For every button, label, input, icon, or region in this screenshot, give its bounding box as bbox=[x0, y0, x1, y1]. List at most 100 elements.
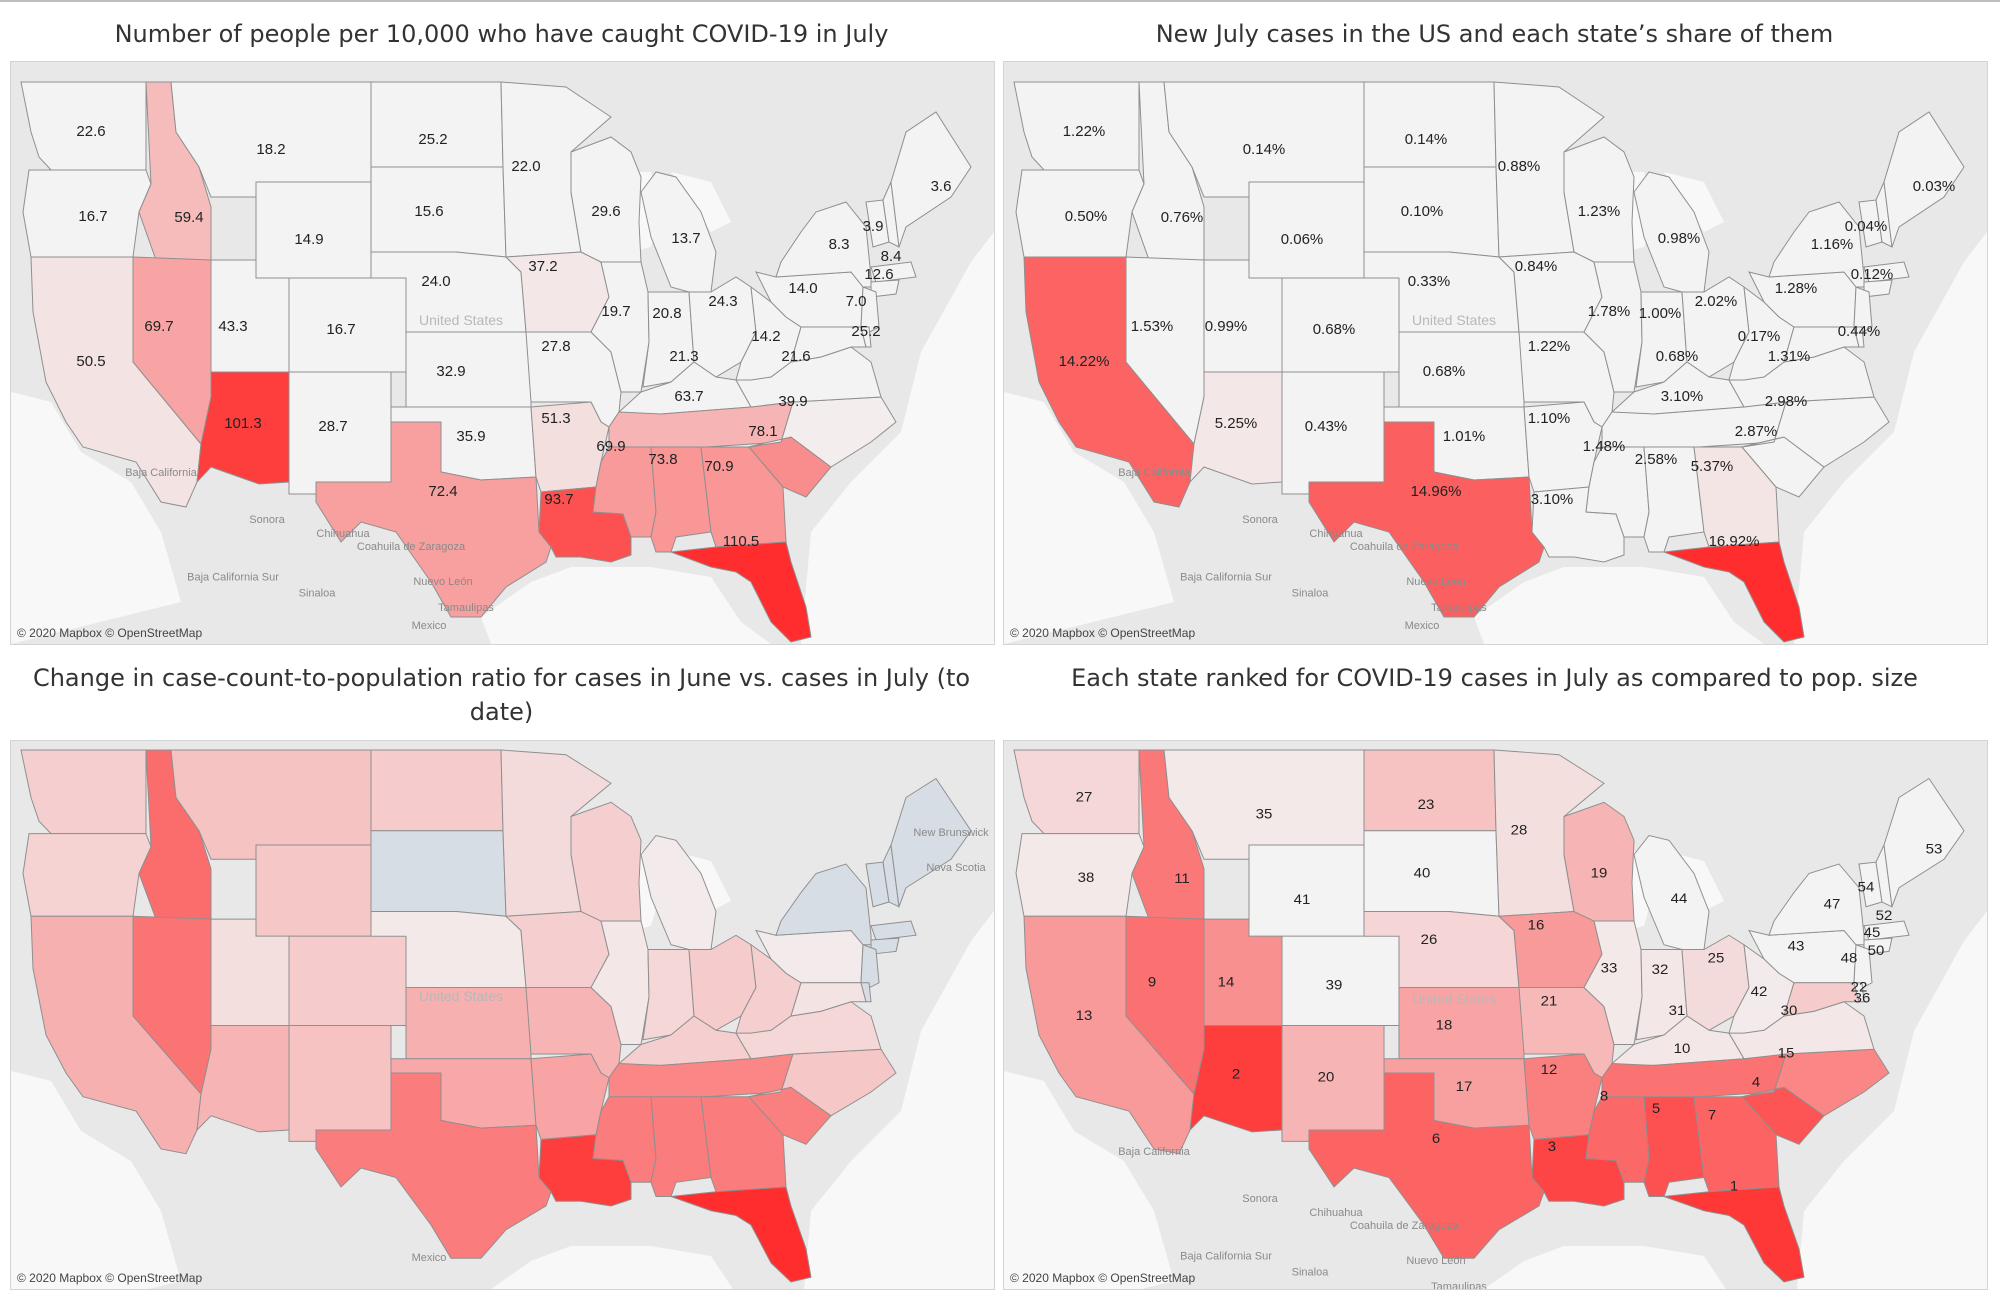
state-nj[interactable] bbox=[1853, 286, 1873, 335]
state-il[interactable] bbox=[1583, 920, 1643, 1045]
state-nd[interactable] bbox=[370, 749, 504, 832]
state-nj[interactable] bbox=[860, 286, 880, 335]
state-me[interactable] bbox=[890, 111, 972, 248]
state-nc[interactable] bbox=[748, 1048, 897, 1117]
map-attribution[interactable]: © 2020 Mapbox © OpenStreetMap bbox=[1010, 626, 1196, 640]
map-attribution[interactable]: © 2020 Mapbox © OpenStreetMap bbox=[17, 626, 203, 640]
place-label: Sinaloa bbox=[1292, 1267, 1330, 1279]
state-il[interactable] bbox=[590, 261, 650, 393]
map-panel-4[interactable]: Baja California Sonora Chihuahua Coahuila d… bbox=[1003, 740, 1988, 1290]
state-value-mt: 18.2 bbox=[256, 141, 285, 158]
state-fl[interactable] bbox=[1663, 1186, 1805, 1283]
state-nc[interactable] bbox=[1741, 1048, 1890, 1117]
state-value-ky: 31 bbox=[1669, 1003, 1686, 1019]
state-tx[interactable] bbox=[1308, 421, 1545, 618]
state-nj[interactable] bbox=[1853, 944, 1873, 991]
state-de[interactable] bbox=[1853, 982, 1865, 1003]
state-tx[interactable] bbox=[315, 421, 552, 618]
state-or[interactable] bbox=[22, 169, 152, 258]
state-de[interactable] bbox=[860, 982, 872, 1003]
state-nc[interactable] bbox=[748, 396, 897, 468]
state-wi[interactable] bbox=[570, 801, 642, 922]
state-value-nv: 1.53% bbox=[1131, 318, 1174, 335]
place-label: Baja California bbox=[1118, 467, 1190, 479]
state-ma[interactable] bbox=[1863, 261, 1910, 283]
state-wi[interactable] bbox=[570, 136, 642, 263]
state-nj[interactable] bbox=[860, 944, 880, 991]
state-value-nd: 0.14% bbox=[1405, 131, 1448, 148]
state-value-oh: 24.3 bbox=[708, 293, 737, 310]
state-sd[interactable] bbox=[370, 830, 507, 917]
state-fl[interactable] bbox=[670, 1186, 812, 1283]
state-value-ne: 26 bbox=[1421, 932, 1438, 948]
map-attribution[interactable]: © 2020 Mapbox © OpenStreetMap bbox=[1010, 1271, 1196, 1285]
state-nd[interactable] bbox=[370, 81, 504, 168]
state-de[interactable] bbox=[860, 326, 872, 348]
state-value-az: 2 bbox=[1232, 1067, 1240, 1083]
state-ma[interactable] bbox=[1863, 920, 1910, 941]
state-value-oh: 2.02% bbox=[1695, 293, 1738, 310]
state-value-wy: 14.9 bbox=[294, 231, 323, 248]
state-ma[interactable] bbox=[870, 261, 917, 283]
state-value-pa: 1.28% bbox=[1775, 280, 1818, 297]
map-panel-2[interactable]: Baja California Sonora Chihuahua Coahuila d… bbox=[1003, 61, 1988, 645]
state-nc[interactable] bbox=[1741, 396, 1890, 468]
state-fl[interactable] bbox=[670, 541, 812, 643]
state-wi[interactable] bbox=[1563, 801, 1635, 922]
state-value-la: 3 bbox=[1548, 1139, 1556, 1155]
state-value-ia: 16 bbox=[1528, 918, 1545, 934]
state-ma[interactable] bbox=[870, 920, 917, 941]
state-sd[interactable] bbox=[1363, 830, 1500, 917]
state-tx[interactable] bbox=[1308, 1072, 1545, 1259]
state-value-ut: 0.99% bbox=[1205, 318, 1248, 335]
state-fl[interactable] bbox=[1663, 541, 1805, 643]
map-canvas-3[interactable]: Mexico United States New Brunswick Nova Sco… bbox=[11, 741, 994, 1289]
state-value-md: 25.2 bbox=[851, 323, 880, 340]
state-tx[interactable] bbox=[315, 1072, 552, 1259]
state-me[interactable] bbox=[1883, 777, 1965, 907]
state-value-nd: 23 bbox=[1418, 797, 1435, 813]
place-label: Coahuila de Zaragoza bbox=[357, 541, 466, 553]
pacific-ocean bbox=[1004, 392, 1174, 644]
state-me[interactable] bbox=[890, 777, 972, 907]
state-value-or: 38 bbox=[1078, 870, 1095, 886]
place-label: United States bbox=[1412, 991, 1496, 1007]
state-ks[interactable] bbox=[405, 331, 532, 408]
state-me[interactable] bbox=[1883, 111, 1965, 248]
place-label: United States bbox=[419, 312, 503, 328]
state-value-mo: 21 bbox=[1541, 994, 1558, 1010]
state-il[interactable] bbox=[1583, 261, 1643, 393]
state-ny[interactable] bbox=[1768, 863, 1865, 946]
state-value-ar: 1.10% bbox=[1528, 410, 1571, 427]
state-value-ne: 0.33% bbox=[1408, 273, 1451, 290]
state-value-ny: 8.3 bbox=[829, 236, 850, 253]
map-attribution[interactable]: © 2020 Mapbox © OpenStreetMap bbox=[17, 1271, 203, 1285]
state-value-ny: 47 bbox=[1824, 897, 1841, 913]
state-or[interactable] bbox=[1015, 169, 1145, 258]
state-nd[interactable] bbox=[1363, 749, 1497, 832]
state-nm[interactable] bbox=[288, 1025, 392, 1142]
state-or[interactable] bbox=[22, 833, 152, 917]
state-de[interactable] bbox=[1853, 326, 1865, 348]
state-il[interactable] bbox=[590, 920, 650, 1045]
state-wy[interactable] bbox=[255, 844, 372, 937]
state-ny[interactable] bbox=[775, 201, 872, 288]
state-value-ga: 5.37% bbox=[1691, 458, 1734, 475]
state-nd[interactable] bbox=[1363, 81, 1497, 168]
state-az[interactable] bbox=[196, 1025, 290, 1133]
state-wi[interactable] bbox=[1563, 136, 1635, 263]
state-wy[interactable] bbox=[1248, 844, 1365, 937]
state-value-ca: 14.22% bbox=[1059, 353, 1110, 370]
state-or[interactable] bbox=[1015, 833, 1145, 917]
state-ny[interactable] bbox=[775, 863, 872, 946]
state-ny[interactable] bbox=[1768, 201, 1865, 288]
map-panel-1[interactable]: Baja California Sonora Chihuahua Coahuila d… bbox=[10, 61, 995, 645]
state-wa[interactable] bbox=[20, 749, 147, 835]
state-co[interactable] bbox=[288, 935, 407, 1026]
state-value-nv: 9 bbox=[1148, 975, 1156, 991]
map-panel-3[interactable]: Mexico United States New Brunswick Nova Sco… bbox=[10, 740, 995, 1290]
place-label: Baja California Sur bbox=[1180, 571, 1272, 583]
